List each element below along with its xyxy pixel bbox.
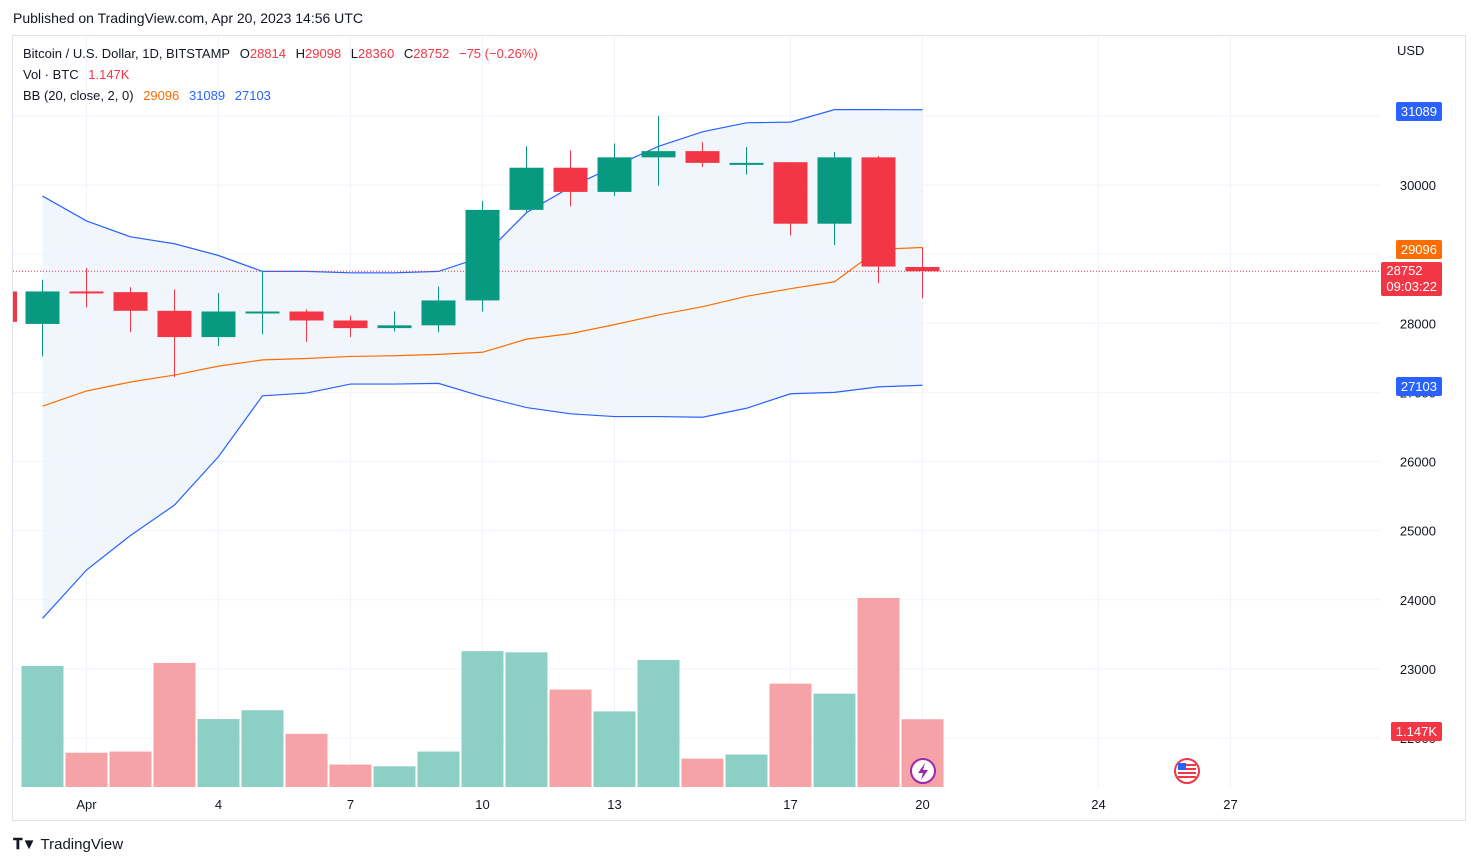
- candle-body: [553, 167, 588, 192]
- candle-body: [69, 291, 104, 294]
- legend-high-label: H: [295, 46, 306, 61]
- tradingview-logo-icon: 𝐓▼: [13, 836, 36, 853]
- tradingview-logo[interactable]: 𝐓▼ TradingView: [13, 836, 123, 853]
- volume-bar: [153, 662, 196, 787]
- volume-bar: [769, 683, 812, 787]
- legend-volume-value: 1.147K: [88, 67, 130, 82]
- published-caption: Published on TradingView.com, Apr 20, 20…: [13, 10, 363, 26]
- legend-close-value: 28752: [413, 46, 450, 61]
- legend-bb-lower: 27103: [234, 88, 271, 103]
- candle-body: [13, 291, 17, 322]
- candle-body: [465, 209, 500, 301]
- lightning-icon[interactable]: [910, 758, 936, 784]
- volume-bar: [329, 764, 372, 787]
- candle-body: [509, 167, 544, 210]
- volume-bar: [593, 711, 636, 787]
- candle-body: [25, 291, 60, 324]
- x-tick-label: 13: [607, 797, 621, 812]
- legend-volume-label[interactable]: Vol · BTC: [23, 67, 79, 82]
- volume-bar: [197, 719, 240, 787]
- candle-body: [861, 157, 896, 267]
- candle-body: [245, 311, 280, 314]
- chart-frame: [12, 35, 1466, 821]
- x-tick-label: 4: [215, 797, 222, 812]
- volume-bar: [285, 733, 328, 787]
- x-tick-label: 7: [347, 797, 354, 812]
- legend-bb-row: BB (20, close, 2, 0) 29096 31089 27103: [23, 88, 277, 103]
- legend-open-label: O: [239, 46, 250, 61]
- candle-body: [421, 300, 456, 326]
- last-price-value: 28752: [1386, 263, 1423, 278]
- candle-body: [201, 311, 236, 338]
- volume-bar: [65, 752, 108, 787]
- x-tick-label: 24: [1091, 797, 1105, 812]
- bb-upper-price-tag: 31089: [1395, 102, 1442, 121]
- legend-bb-label[interactable]: BB (20, close, 2, 0): [23, 88, 134, 103]
- legend-volume-row: Vol · BTC 1.147K: [23, 67, 135, 82]
- bb-band-fill: [42, 109, 923, 619]
- bb-lower-line: [42, 382, 923, 619]
- legend-close-label: C: [403, 46, 414, 61]
- volume-bar: [373, 766, 416, 787]
- candle-body: [333, 320, 368, 329]
- volume-tag: 1.147K: [1390, 722, 1442, 741]
- bb-basis-line: [42, 246, 923, 407]
- y-tick-label: 28000: [1400, 316, 1436, 331]
- candle-body: [685, 151, 720, 163]
- volume-bar: [109, 751, 152, 787]
- legend-bb-upper: 31089: [188, 88, 226, 103]
- volume-bar: [725, 754, 768, 787]
- volume-bar: [461, 651, 504, 787]
- bar-countdown: 09:03:22: [1386, 279, 1437, 294]
- volume-bar: [417, 751, 460, 787]
- legend-bb-basis: 29096: [143, 88, 180, 103]
- candle-body: [905, 266, 940, 272]
- candle-body: [597, 157, 632, 192]
- volume-bar: [505, 652, 548, 787]
- candle-body: [377, 325, 412, 329]
- volume-bar: [857, 598, 900, 787]
- y-tick-label: 26000: [1400, 455, 1436, 470]
- y-tick-label: 24000: [1400, 593, 1436, 608]
- candle-body: [641, 151, 676, 158]
- x-tick-label: 27: [1223, 797, 1237, 812]
- currency-label[interactable]: USD: [1397, 43, 1425, 58]
- legend-change-value: −75 (−0.26%): [458, 46, 538, 61]
- volume-bar: [681, 758, 724, 787]
- tradingview-brand: TradingView: [40, 836, 124, 853]
- legend-low-value: 28360: [358, 46, 395, 61]
- candle-body: [817, 157, 852, 224]
- bb-lower-price-tag: 27103: [1395, 377, 1442, 396]
- y-tick-label: 25000: [1400, 524, 1436, 539]
- plot-layer: [13, 109, 1380, 787]
- candle-body: [113, 292, 148, 311]
- x-tick-label: 17: [783, 797, 797, 812]
- x-tick-label: 20: [915, 797, 929, 812]
- legend-ohlc-row: Bitcoin / U.S. Dollar, 1D, BITSTAMP O288…: [23, 46, 544, 61]
- y-tick-label: 30000: [1400, 178, 1436, 193]
- candle-body: [157, 310, 192, 338]
- volume-bar: [549, 689, 592, 787]
- volume-bar: [637, 660, 680, 787]
- y-tick-label: 23000: [1400, 662, 1436, 677]
- legend-symbol[interactable]: Bitcoin / U.S. Dollar, 1D, BITSTAMP: [23, 46, 231, 61]
- volume-bar: [813, 693, 856, 787]
- candle-body: [773, 162, 808, 224]
- last-price-tag: 28752 09:03:22: [1381, 262, 1442, 296]
- candle-body: [729, 162, 764, 165]
- volume-bar: [241, 710, 284, 787]
- x-tick-label: Apr: [76, 797, 97, 812]
- bb-basis-price-tag: 29096: [1395, 240, 1442, 259]
- legend-open-value: 28814: [249, 46, 286, 61]
- us-flag-icon[interactable]: [1174, 758, 1200, 784]
- legend-high-value: 29098: [305, 46, 342, 61]
- legend-low-label: L: [350, 46, 359, 61]
- volume-bar: [21, 665, 64, 787]
- x-tick-label: 10: [475, 797, 489, 812]
- candle-body: [289, 311, 324, 321]
